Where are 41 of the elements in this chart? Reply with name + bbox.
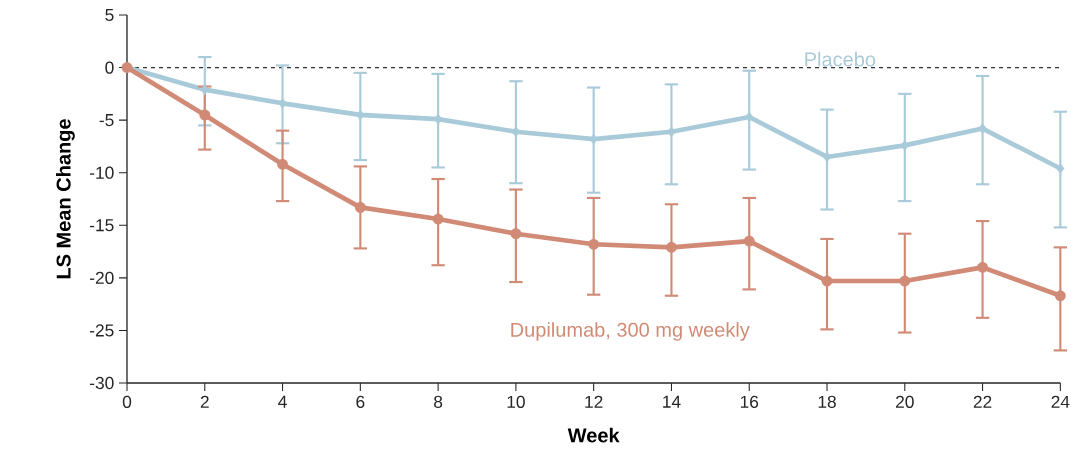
point (977, 261, 988, 273)
y-tick-label: -30 (90, 376, 114, 390)
x-tick-label: 8 (434, 395, 443, 408)
x-tick-label: 10 (507, 395, 525, 408)
y-tick-label: -25 (90, 324, 114, 337)
point (821, 275, 833, 287)
y-tick-label: 5 (105, 8, 114, 22)
point (200, 84, 209, 96)
x-axis-title: Week (567, 427, 620, 443)
x-tick-label: 14 (663, 395, 681, 408)
point (1056, 163, 1065, 174)
x-tick-label: 12 (585, 395, 603, 408)
x-tick-label: 2 (200, 395, 209, 408)
x-tick-label: 20 (896, 395, 914, 408)
x-tick-label: 4 (278, 395, 287, 408)
y-tick-label: -10 (90, 166, 114, 179)
point (899, 275, 911, 287)
x-tick-label: 18 (818, 395, 836, 408)
text: Dupilumab, 300 mg weekly (511, 322, 750, 341)
x-tick-label: 6 (356, 395, 365, 408)
point (354, 202, 366, 213)
point (745, 111, 754, 123)
y-tick-label: -15 (90, 219, 114, 232)
y-tick-label: -20 (90, 271, 114, 284)
point (199, 109, 211, 121)
x-tick-label: 22 (973, 395, 992, 408)
x-tick-label: 0 (122, 395, 132, 408)
point (588, 238, 600, 250)
text: Placebo (805, 51, 876, 67)
point (743, 235, 755, 247)
x-tick-label: 24 (1051, 395, 1070, 408)
y-tick-label: -5 (99, 114, 114, 127)
y-tick-label: 0 (105, 61, 114, 74)
x-tick-label: 16 (740, 395, 759, 408)
point (510, 228, 522, 240)
point (978, 123, 987, 134)
point (1054, 290, 1066, 302)
point (432, 213, 444, 225)
point (277, 158, 288, 170)
y-axis-title: LS Mean Change (56, 119, 75, 279)
point (666, 241, 677, 253)
